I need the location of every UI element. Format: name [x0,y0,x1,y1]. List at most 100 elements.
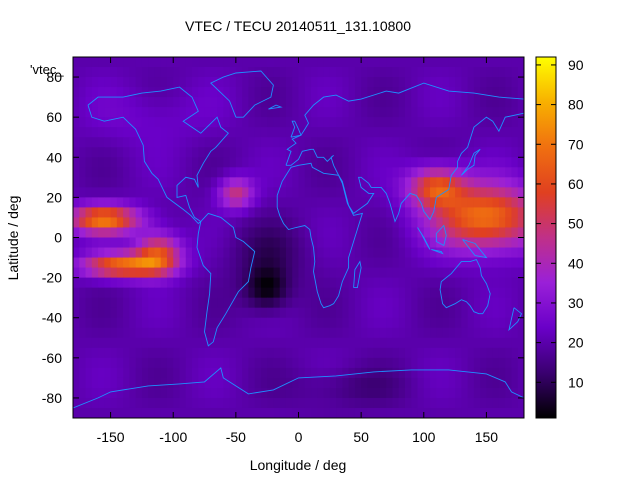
heatmap-cell [166,227,174,238]
heatmap-cell [430,247,437,259]
heatmap-cell [398,167,406,178]
heatmap-cell [342,287,350,299]
heatmap-cell [354,207,362,218]
heatmap-cell [210,397,218,409]
heatmap-cell [511,287,519,299]
colorbar-tick-label: 50 [568,216,584,232]
heatmap-cell [129,287,137,299]
heatmap-cell [73,207,80,218]
heatmap-cell [430,147,437,158]
heatmap-cell [73,327,80,339]
heatmap-cell [185,307,193,319]
heatmap-cell [442,127,450,138]
heatmap-cell [185,327,193,339]
heatmap-cell [166,277,174,289]
heatmap-cell [373,77,381,88]
heatmap-cell [229,237,237,249]
heatmap-cell [323,287,331,299]
heatmap-cell [367,357,375,369]
heatmap-cell [398,277,406,289]
heatmap-cell [229,137,237,148]
heatmap-cell [248,107,256,118]
heatmap-cell [336,257,343,269]
heatmap-cell [110,97,118,108]
heatmap-cell [436,87,444,98]
heatmap-cell [392,57,400,68]
heatmap-cell [455,97,462,108]
heatmap-cell [79,97,87,108]
heatmap-cell [511,87,519,98]
heatmap-cell [317,107,325,118]
heatmap-cell [91,257,99,269]
heatmap-cell [361,77,368,88]
heatmap-cell [329,367,337,379]
heatmap-cell [179,107,187,118]
heatmap-cell [210,307,218,319]
heatmap-cell [430,117,437,128]
heatmap-cell [154,177,162,188]
heatmap-cell [267,117,274,128]
heatmap-cell [267,327,274,339]
heatmap-cell [179,217,187,228]
heatmap-cell [192,317,199,329]
heatmap-cell [373,267,381,279]
heatmap-cell [329,227,337,238]
heatmap-cell [210,97,218,108]
heatmap-cell [373,257,381,269]
heatmap-cell [473,317,481,329]
heatmap-cell [123,57,130,68]
heatmap-cell [242,277,249,289]
heatmap-cell [404,177,412,188]
heatmap-cell [248,207,256,218]
heatmap-cell [210,197,218,208]
heatmap-cell [85,377,93,389]
heatmap-cell [154,237,162,249]
heatmap-cell [285,197,293,208]
heatmap-cell [455,87,462,98]
heatmap-cell [179,397,187,409]
heatmap-cell [229,97,237,108]
heatmap-cell [423,57,431,68]
heatmap-cell [336,337,343,349]
heatmap-cell [517,117,524,128]
heatmap-cell [379,227,387,238]
heatmap-cell [223,257,231,269]
heatmap-cell [192,337,199,349]
heatmap-cell [511,107,519,118]
heatmap-cell [185,207,193,218]
heatmap-cell [392,317,400,329]
heatmap-cell [517,57,524,68]
heatmap-cell [361,137,368,148]
heatmap-cell [217,177,224,188]
heatmap-cell [116,277,124,289]
heatmap-cell [511,257,519,269]
heatmap-cell [492,267,500,279]
heatmap-cell [148,287,155,299]
heatmap-cell [160,127,168,138]
colorbar-tick-label: 80 [568,97,584,113]
heatmap-cell [417,307,425,319]
heatmap-cell [511,237,519,249]
heatmap-cell [517,317,524,329]
heatmap-cell [254,67,262,78]
heatmap-cell [160,217,168,228]
heatmap-cell [166,97,174,108]
heatmap-cell [79,207,87,218]
heatmap-cell [442,387,450,399]
heatmap-cell [91,197,99,208]
heatmap-cell [386,137,393,148]
heatmap-cell [423,97,431,108]
heatmap-cell [336,387,343,399]
heatmap-cell [480,367,487,379]
heatmap-cell [498,97,506,108]
heatmap-cell [279,287,287,299]
heatmap-cell [367,67,375,78]
heatmap-cell [386,67,393,78]
heatmap-cell [386,77,393,88]
heatmap-cell [166,317,174,329]
heatmap-cell [298,217,306,228]
heatmap-cell [123,377,130,389]
heatmap-cell [517,237,524,249]
heatmap-cell [135,57,143,68]
